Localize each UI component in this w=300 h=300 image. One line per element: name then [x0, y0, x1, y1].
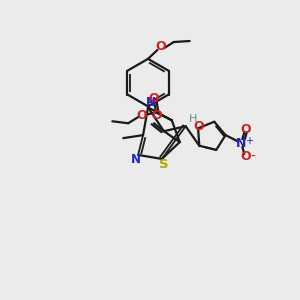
Text: O: O [240, 150, 250, 164]
Text: O: O [149, 92, 159, 105]
Text: -: - [251, 150, 256, 164]
Text: S: S [159, 158, 169, 171]
Text: O: O [152, 109, 162, 122]
Text: O: O [156, 40, 166, 53]
Text: +: + [245, 136, 253, 146]
Text: N: N [146, 96, 156, 109]
Text: O: O [240, 123, 250, 136]
Text: O: O [137, 109, 147, 122]
Text: N: N [236, 136, 247, 149]
Text: N: N [131, 153, 141, 167]
Text: O: O [194, 120, 204, 133]
Text: H: H [188, 114, 197, 124]
